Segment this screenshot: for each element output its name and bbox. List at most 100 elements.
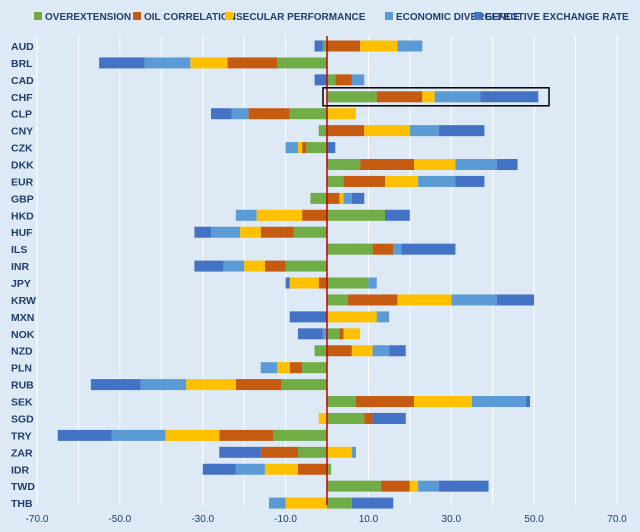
bars bbox=[57, 40, 539, 509]
bar-aud-secular-performance bbox=[360, 40, 398, 52]
legend-label: EFFECTIVE EXCHANGE RATE bbox=[485, 12, 629, 23]
bar-idr-economic-divergence bbox=[235, 463, 265, 475]
bar-nok-overextension bbox=[327, 328, 340, 340]
bar-czk-economic-divergence bbox=[285, 142, 298, 154]
bar-brl-secular-performance bbox=[190, 57, 228, 69]
bar-aud-oil-correlation bbox=[327, 40, 361, 52]
bar-nok-oil-correlation bbox=[339, 328, 344, 340]
category-label: SGD bbox=[11, 413, 34, 425]
bar-czk-overextension bbox=[306, 142, 327, 154]
bar-idr-oil-correlation bbox=[298, 463, 327, 475]
bar-mxn-economic-divergence bbox=[376, 311, 390, 323]
x-tick-label: -30.0 bbox=[191, 514, 214, 525]
x-tick-label: -10.0 bbox=[274, 514, 297, 525]
bar-cny-effective-exchange-rate bbox=[438, 125, 485, 137]
bar-gbp-secular-performance bbox=[339, 192, 344, 204]
bar-eur-secular-performance bbox=[385, 175, 419, 187]
category-labels: AUD BRL CAD CHF CLP CNY CZK DKK EUR GBP HKD HUF ILS I… bbox=[11, 41, 36, 510]
bar-ils-overextension bbox=[327, 243, 373, 255]
category-label: DKK bbox=[11, 160, 34, 172]
bar-brl-oil-correlation bbox=[227, 57, 278, 69]
bar-aud-effective-exchange-rate bbox=[314, 40, 323, 52]
category-label: THB bbox=[11, 498, 33, 510]
bar-clp-oil-correlation bbox=[248, 108, 290, 120]
bar-chf-effective-exchange-rate bbox=[480, 91, 539, 103]
bar-thb-economic-divergence bbox=[269, 497, 286, 509]
bar-dkk-overextension bbox=[327, 159, 361, 171]
category-label: KRW bbox=[11, 295, 36, 307]
bar-chf-oil-correlation bbox=[376, 91, 423, 103]
legend-label: OIL CORRELATION bbox=[144, 12, 236, 23]
bar-brl-effective-exchange-rate bbox=[99, 57, 145, 69]
bar-sek-effective-exchange-rate bbox=[525, 396, 530, 408]
bar-zar-overextension bbox=[298, 446, 327, 458]
category-label: CZK bbox=[11, 143, 33, 155]
bar-brl-overextension bbox=[277, 57, 327, 69]
category-label: TWD bbox=[11, 481, 35, 493]
bar-thb-overextension bbox=[327, 497, 352, 509]
bar-sek-economic-divergence bbox=[472, 396, 526, 408]
bar-jpy-economic-divergence bbox=[368, 277, 377, 289]
bar-jpy-overextension bbox=[327, 277, 369, 289]
legend-label: SECULAR PERFORMANCE bbox=[236, 12, 366, 23]
bar-sgd-secular-performance bbox=[318, 412, 327, 424]
bar-rub-oil-correlation bbox=[235, 379, 282, 391]
bar-try-overextension bbox=[273, 429, 327, 441]
bar-hkd-effective-exchange-rate bbox=[385, 209, 410, 221]
bar-nzd-economic-divergence bbox=[372, 345, 390, 357]
bar-pln-overextension bbox=[302, 362, 327, 374]
bar-inr-oil-correlation bbox=[264, 260, 286, 272]
bar-huf-economic-divergence bbox=[211, 226, 240, 238]
bar-pln-secular-performance bbox=[277, 362, 290, 374]
bar-mxn-effective-exchange-rate bbox=[289, 311, 327, 323]
bar-aud-economic-divergence bbox=[397, 40, 423, 52]
category-label: GBP bbox=[11, 193, 34, 205]
bar-zar-economic-divergence bbox=[351, 446, 356, 458]
bar-hkd-economic-divergence bbox=[235, 209, 257, 221]
x-tick-label: 50.0 bbox=[524, 514, 544, 525]
bar-aud-overextension bbox=[322, 40, 327, 52]
bar-eur-overextension bbox=[327, 175, 344, 187]
bar-nzd-effective-exchange-rate bbox=[389, 345, 406, 357]
bar-twd-economic-divergence bbox=[418, 480, 439, 492]
bar-sgd-effective-exchange-rate bbox=[372, 412, 406, 424]
category-label: JPY bbox=[11, 278, 31, 290]
category-label: BRL bbox=[11, 58, 33, 70]
bar-clp-economic-divergence bbox=[231, 108, 249, 120]
bar-sek-overextension bbox=[327, 396, 356, 408]
bar-twd-overextension bbox=[327, 480, 381, 492]
category-label: IDR bbox=[11, 464, 30, 476]
bar-dkk-economic-divergence bbox=[455, 159, 497, 171]
category-label: NZD bbox=[11, 346, 33, 358]
bar-sek-secular-performance bbox=[414, 396, 472, 408]
bar-zar-secular-performance bbox=[327, 446, 352, 458]
bar-chf-economic-divergence bbox=[434, 91, 481, 103]
bar-krw-secular-performance bbox=[397, 294, 452, 306]
bar-try-effective-exchange-rate bbox=[57, 429, 112, 441]
chf-highlight-box bbox=[322, 87, 550, 107]
category-label: MXN bbox=[11, 312, 34, 324]
bar-nok-effective-exchange-rate bbox=[298, 328, 323, 340]
category-label: TRY bbox=[11, 430, 32, 442]
bar-rub-economic-divergence bbox=[140, 379, 187, 391]
bar-mxn-secular-performance bbox=[327, 311, 377, 323]
bar-rub-overextension bbox=[281, 379, 327, 391]
bar-krw-overextension bbox=[327, 294, 348, 306]
category-label: HUF bbox=[11, 227, 33, 239]
category-label: HKD bbox=[11, 210, 34, 222]
category-label: NOK bbox=[11, 329, 35, 341]
bar-eur-economic-divergence bbox=[418, 175, 456, 187]
bar-idr-effective-exchange-rate bbox=[202, 463, 236, 475]
bar-dkk-oil-correlation bbox=[360, 159, 414, 171]
bar-hkd-secular-performance bbox=[256, 209, 303, 221]
bar-nzd-secular-performance bbox=[351, 345, 373, 357]
category-label: RUB bbox=[11, 380, 34, 392]
bar-rub-effective-exchange-rate bbox=[90, 379, 141, 391]
bar-dkk-secular-performance bbox=[414, 159, 456, 171]
bar-gbp-economic-divergence bbox=[343, 192, 352, 204]
bar-chf-secular-performance bbox=[422, 91, 435, 103]
bar-czk-oil-correlation bbox=[302, 142, 307, 154]
bar-idr-overextension bbox=[327, 463, 332, 475]
category-label: INR bbox=[11, 261, 30, 273]
bar-pln-oil-correlation bbox=[289, 362, 303, 374]
